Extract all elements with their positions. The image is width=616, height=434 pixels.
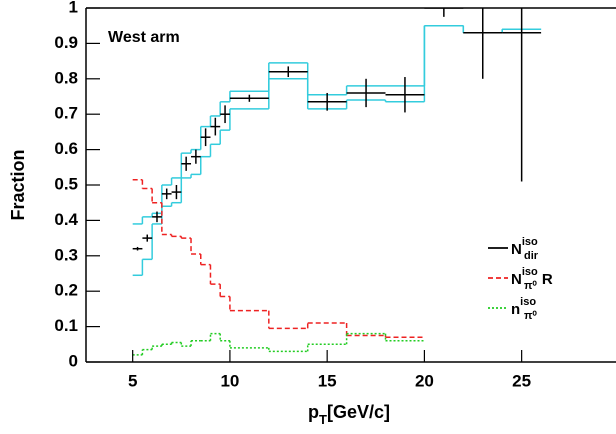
legend-name: N xyxy=(511,271,522,288)
x-tick-label: 5 xyxy=(128,371,137,390)
y-tick-label: 0.2 xyxy=(54,281,78,300)
legend-sub: π⁰ xyxy=(524,310,537,322)
x-tick-label: 25 xyxy=(512,371,531,390)
legend-name: n xyxy=(511,301,520,318)
legend-suffix: R xyxy=(542,271,553,288)
y-tick-label: 1 xyxy=(69,0,78,16)
y-tick-label: 0.9 xyxy=(54,33,78,52)
legend-sub: π⁰ xyxy=(524,280,537,292)
legend-sup: iso xyxy=(522,236,538,248)
y-tick-label: 0.1 xyxy=(54,316,78,335)
y-tick-label: 0.4 xyxy=(54,210,78,229)
x-axis-label: pT[GeV/c] xyxy=(308,402,390,427)
x-axis-label-sub: T xyxy=(319,412,327,427)
y-tick-label: 0.6 xyxy=(54,139,78,158)
plot-area xyxy=(132,8,542,356)
legend-label: Niso π⁰ R xyxy=(511,266,553,292)
x-axis-label-text: p xyxy=(308,402,319,422)
y-tick-label: 0 xyxy=(69,351,78,370)
y-axis-label: Fraction xyxy=(8,149,28,220)
legend-sub: dir xyxy=(524,250,539,262)
legend-name: N xyxy=(511,241,522,258)
legend-label: niso π⁰ xyxy=(511,296,537,322)
y-tick-label: 0.8 xyxy=(54,68,78,87)
x-tick-label: 20 xyxy=(415,371,434,390)
x-tick-label: 10 xyxy=(220,371,239,390)
y-tick-label: 0.7 xyxy=(54,104,78,123)
x-tick-label: 15 xyxy=(318,371,337,390)
legend-label: Niso dir xyxy=(511,236,539,262)
legend-sup: iso xyxy=(522,266,538,278)
y-tick-label: 0.5 xyxy=(54,174,78,193)
annotation: West arm xyxy=(108,29,180,46)
legend-sup: iso xyxy=(520,296,536,308)
x-axis-label-suffix: [GeV/c] xyxy=(327,402,390,422)
y-tick-label: 0.3 xyxy=(54,245,78,264)
